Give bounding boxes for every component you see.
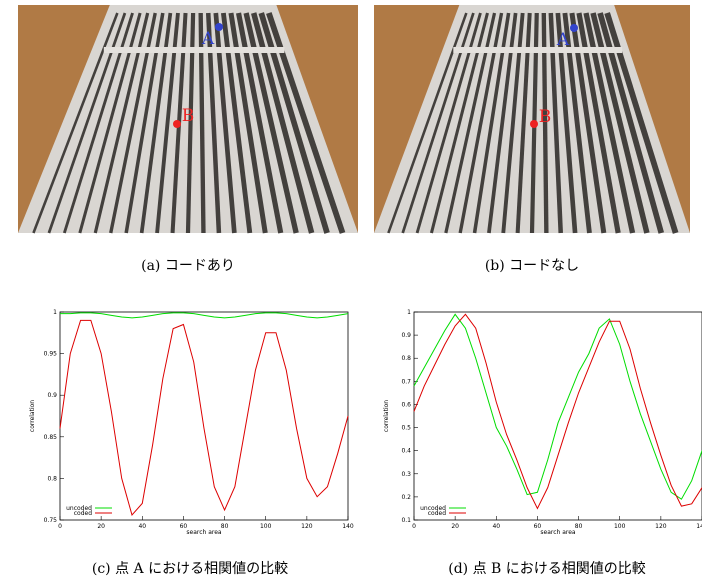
y-tick-label: 0.5 [401, 425, 411, 432]
point-label: A [201, 29, 215, 49]
plot-frame [60, 312, 348, 520]
x-tick-label: 140 [696, 523, 702, 530]
x-tick-label: 80 [221, 523, 229, 530]
y-tick-label: 0.8 [401, 355, 411, 362]
x-tick-label: 80 [575, 523, 583, 530]
y-tick-label: 0.3 [401, 471, 411, 478]
legend-label: coded [74, 510, 92, 517]
y-tick-label: 0.2 [401, 494, 411, 501]
point-marker [173, 120, 181, 128]
caption: (d) 点 B における相関値の比較 [448, 561, 646, 577]
plot-frame [414, 312, 702, 520]
figure: AB(a) コードありAB(b) コードなし020406080100120140… [0, 0, 702, 584]
x-tick-label: 20 [451, 523, 459, 530]
point-marker [215, 23, 223, 31]
data-line [60, 320, 348, 515]
y-tick-label: 0.75 [44, 517, 58, 524]
photo: AB [18, 5, 358, 233]
point-label: A [556, 30, 570, 50]
crossbar [453, 47, 622, 53]
y-tick-label: 0.7 [401, 378, 411, 385]
point-label: B [182, 106, 195, 126]
y-tick-label: 0.8 [47, 475, 57, 482]
y-tick-label: 0.95 [44, 351, 58, 358]
point-marker [530, 120, 538, 128]
caption: (b) コードなし [485, 258, 579, 274]
y-tick-label: 0.6 [401, 401, 411, 408]
x-tick-label: 40 [138, 523, 146, 530]
x-tick-label: 20 [97, 523, 105, 530]
data-line [60, 313, 348, 318]
crossbar [104, 47, 285, 53]
x-tick-label: 40 [492, 523, 500, 530]
x-tick-label: 100 [260, 523, 272, 530]
y-tick-label: 0.1 [401, 517, 411, 524]
x-tick-label: 0 [58, 523, 62, 530]
data-line [414, 314, 702, 499]
x-tick-label: 100 [614, 523, 626, 530]
x-axis-label: search area [186, 529, 222, 536]
y-axis-label: correlation [383, 400, 390, 432]
y-tick-label: 0.9 [401, 332, 411, 339]
point-marker [570, 24, 578, 32]
x-tick-label: 120 [301, 523, 313, 530]
legend-label: coded [428, 510, 446, 517]
y-tick-label: 0.9 [47, 392, 57, 399]
y-tick-label: 0.85 [44, 434, 58, 441]
photo: AB [374, 5, 690, 233]
x-tick-label: 140 [342, 523, 354, 530]
y-axis-label: correlation [29, 400, 36, 432]
caption: (a) コードあり [141, 258, 235, 274]
data-line [414, 314, 702, 508]
y-tick-label: 1 [407, 309, 411, 316]
x-tick-label: 0 [412, 523, 416, 530]
y-tick-label: 1 [53, 309, 57, 316]
x-axis-label: search area [540, 529, 576, 536]
point-label: B [539, 107, 552, 127]
caption: (c) 点 A における相関値の比較 [92, 561, 288, 577]
x-tick-label: 120 [655, 523, 667, 530]
y-tick-label: 0.4 [401, 448, 411, 455]
